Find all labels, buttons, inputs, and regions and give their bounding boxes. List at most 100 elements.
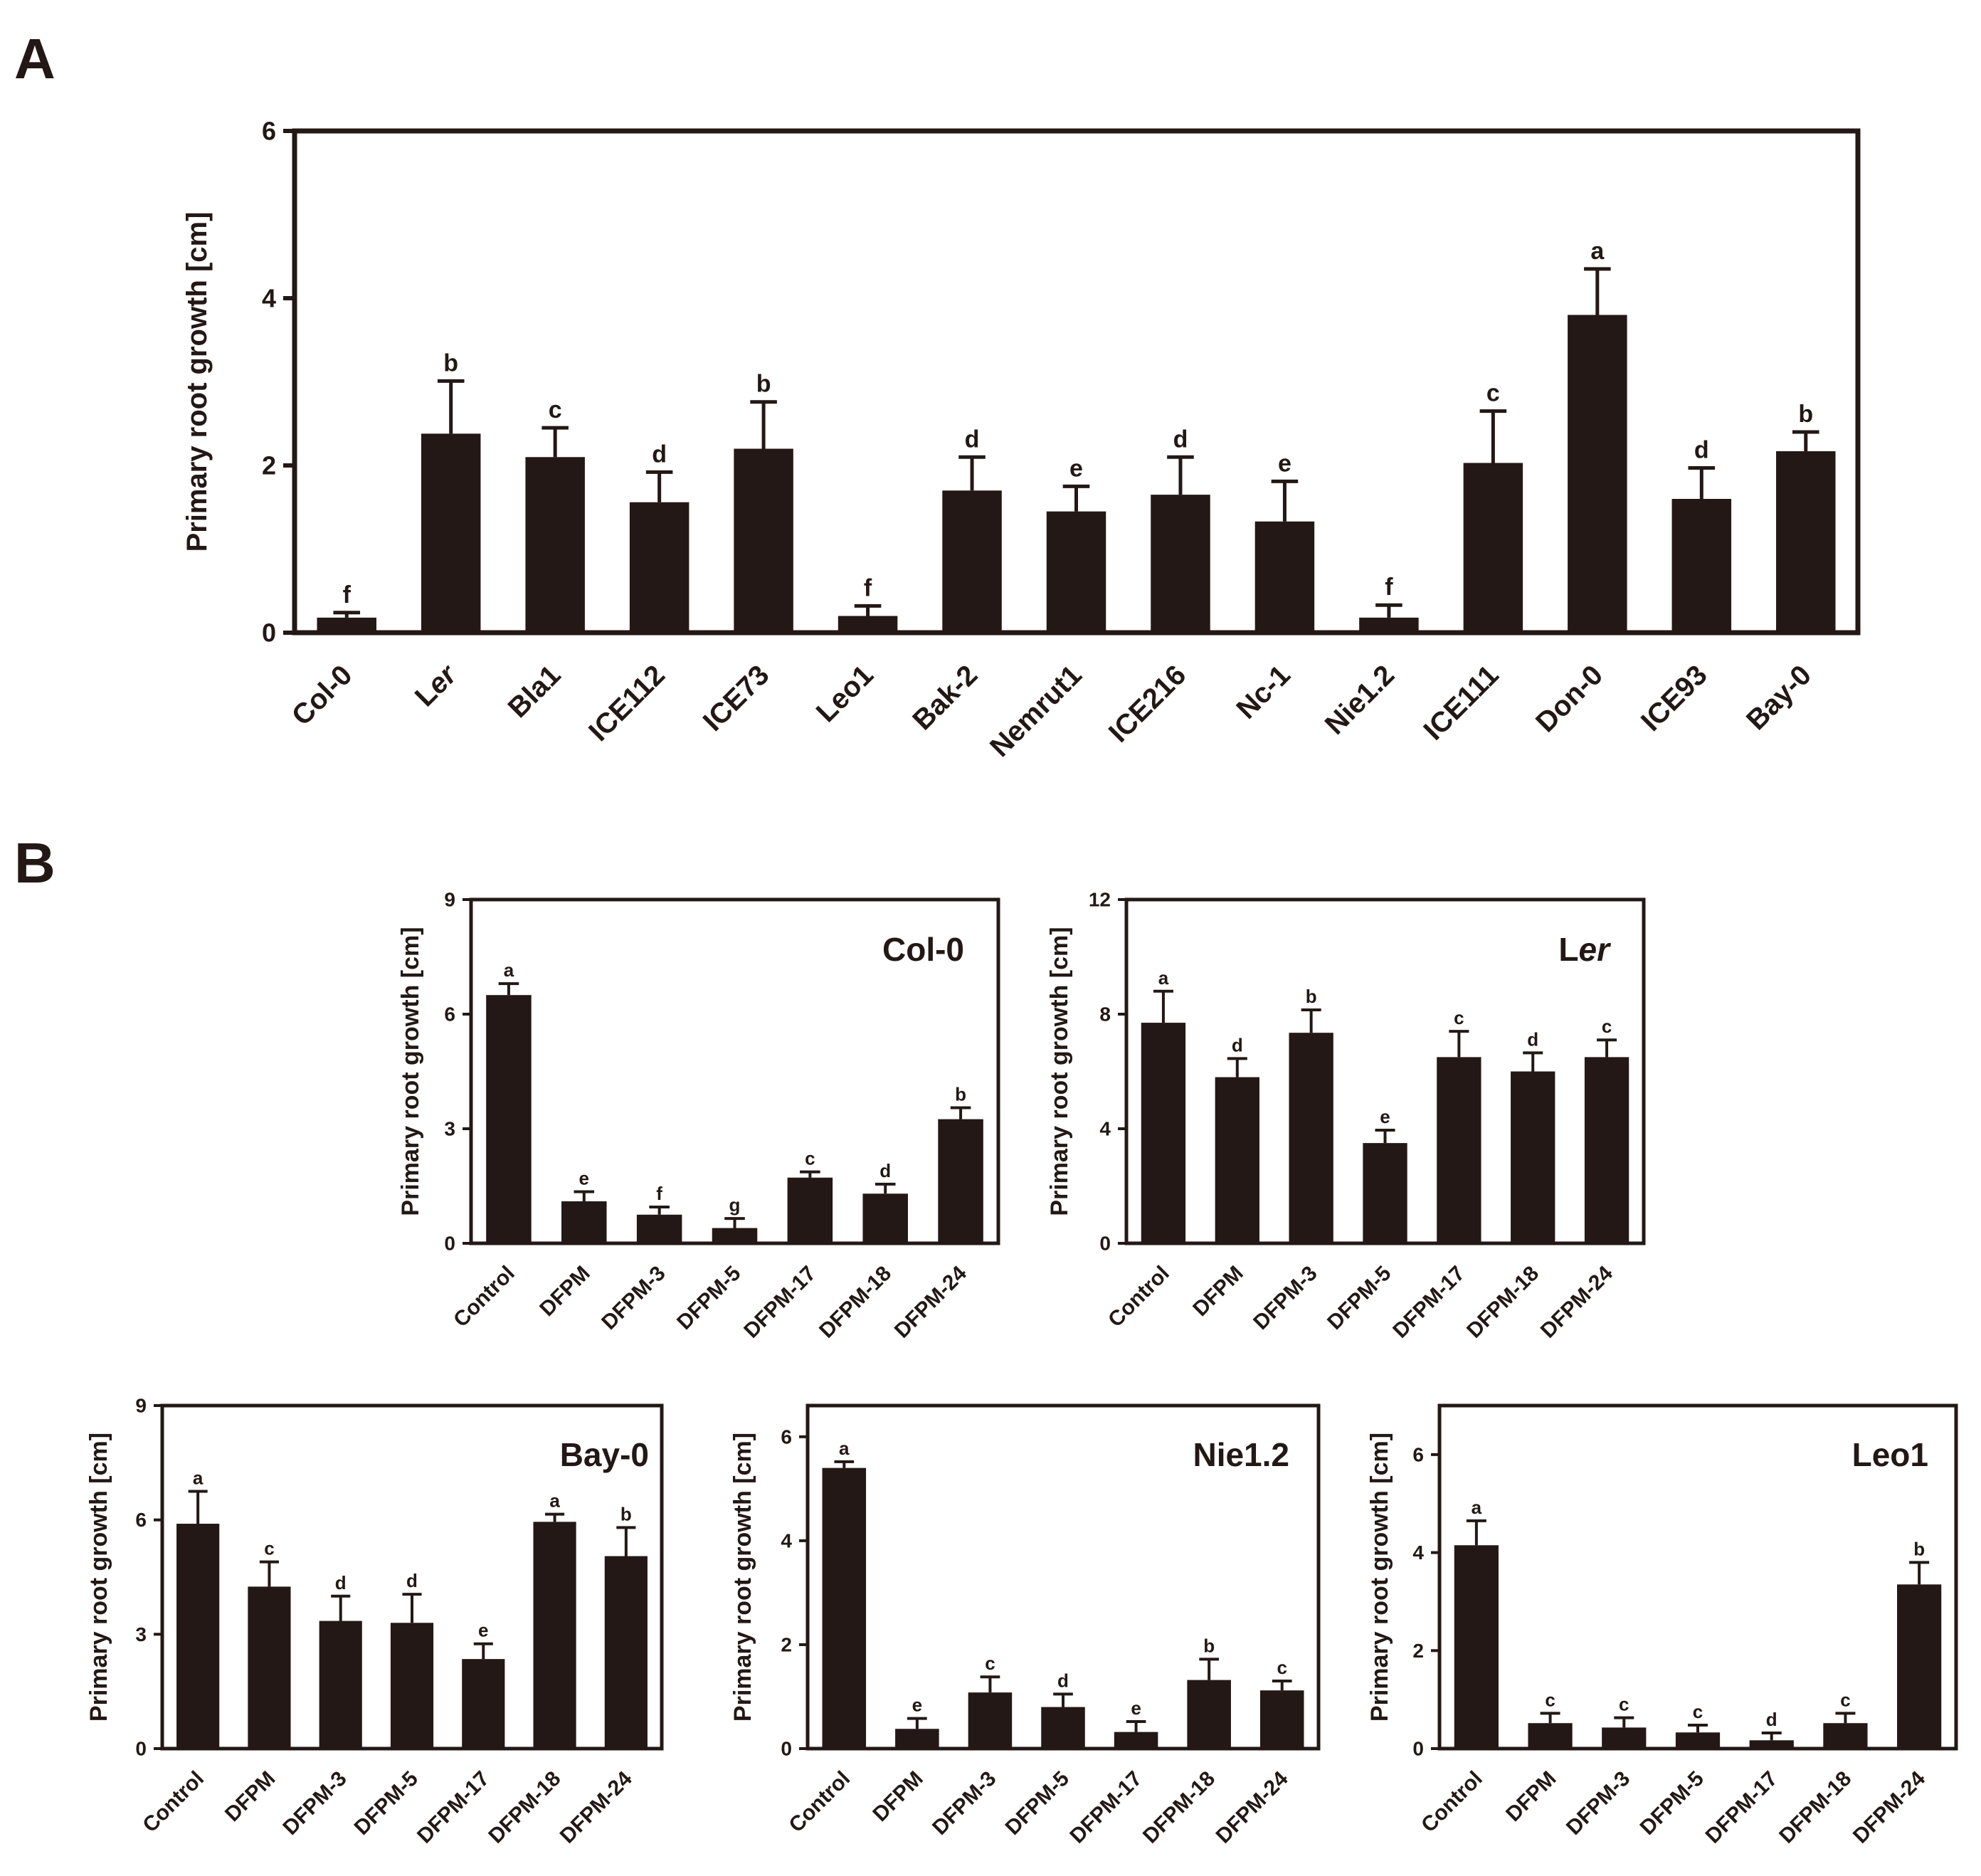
bar-DFPM-3 <box>636 1214 682 1243</box>
significance-letter: b <box>620 1503 632 1524</box>
y-tick-label: 9 <box>444 889 455 911</box>
category-label: DFPM-18 <box>1139 1767 1220 1848</box>
bar-Control <box>822 1467 867 1749</box>
bar-DFPM-17 <box>787 1177 833 1243</box>
bar-DFPM-5 <box>1363 1143 1407 1243</box>
significance-letter: b <box>1913 1538 1925 1559</box>
significance-letter: c <box>1602 1016 1612 1037</box>
bar-ICE111 <box>1463 463 1523 633</box>
bar-DFPM-5 <box>390 1623 434 1749</box>
category-label: DFPM-3 <box>928 1767 1000 1840</box>
significance-letter: d <box>335 1572 347 1593</box>
category-label: DFPM-17 <box>1701 1767 1782 1848</box>
bar-ICE93 <box>1671 499 1732 633</box>
plot-frame <box>1124 897 1646 1245</box>
bar-DFPM-24 <box>604 1556 648 1749</box>
y-tick-label: 9 <box>135 1395 147 1417</box>
significance-letter: e <box>579 1168 589 1189</box>
bar-DFPM-18 <box>862 1193 908 1243</box>
y-tick-label: 0 <box>444 1233 455 1255</box>
bar-DFPM-18 <box>533 1522 576 1749</box>
significance-letter: d <box>1173 426 1188 453</box>
y-tick-label: 2 <box>781 1633 792 1655</box>
category-label: DFPM-18 <box>484 1767 565 1848</box>
significance-letter: c <box>1840 1689 1850 1710</box>
category-label: Control <box>449 1262 519 1332</box>
category-label: DFPM-18 <box>1462 1262 1543 1343</box>
significance-letter: a <box>1158 967 1169 989</box>
bar-Control <box>486 995 532 1243</box>
bar-Leo1 <box>838 616 898 633</box>
category-label: DFPM-24 <box>890 1261 971 1342</box>
category-label: Nie1.2 <box>1319 659 1400 740</box>
bar-DFPM-5 <box>712 1228 758 1243</box>
category-label: DFPM-5 <box>1636 1767 1708 1840</box>
significance-letter: c <box>1486 380 1500 407</box>
category-label: DFPM <box>535 1262 594 1321</box>
category-label: DFPM-3 <box>1249 1262 1321 1334</box>
category-label: ICE93 <box>1635 659 1713 737</box>
category-label: DFPM-18 <box>1775 1767 1856 1848</box>
y-axis-title: Primary root growth [cm] <box>181 212 213 552</box>
significance-letter: a <box>193 1467 204 1489</box>
y-axis-title: Primary root growth [cm] <box>397 927 424 1216</box>
significance-letter: g <box>729 1194 741 1216</box>
chart-B2: a Control d DFPM b DFPM-3 e DFPM-5 c DFPM-17 d DFPM… <box>1046 889 1646 1343</box>
category-label: DFPM-17 <box>739 1262 820 1343</box>
bar-DFPM-17 <box>462 1659 505 1749</box>
category-label: DFPM-5 <box>350 1767 423 1840</box>
significance-letter: b <box>1306 986 1317 1007</box>
bar-Bay-0 <box>1776 451 1836 633</box>
category-label: Control <box>1104 1262 1174 1332</box>
category-label: DFPM <box>221 1767 280 1826</box>
significance-letter: d <box>1527 1028 1538 1050</box>
category-label: Bak-2 <box>907 659 983 736</box>
significance-letter: e <box>1380 1106 1390 1127</box>
category-label: Nemrut1 <box>984 659 1088 763</box>
bar-DFPM-24 <box>938 1119 983 1243</box>
y-axis-title: Primary root growth [cm] <box>85 1433 112 1722</box>
significance-letter: f <box>864 574 872 601</box>
category-label: DFPM-24 <box>1536 1261 1617 1342</box>
chart-B3: a Control c DFPM d DFPM-3 d DFPM-5 e DFPM-17 a DFPM… <box>85 1395 664 1848</box>
category-label: DFPM-5 <box>672 1262 745 1334</box>
y-tick-label: 2 <box>1412 1640 1424 1662</box>
y-axis-title: Primary root growth [cm] <box>729 1433 756 1722</box>
significance-letter: a <box>504 959 514 981</box>
significance-letter: c <box>264 1538 274 1559</box>
significance-letter: d <box>406 1570 418 1591</box>
category-label: Control <box>784 1767 855 1838</box>
significance-letter: e <box>1069 455 1083 482</box>
significance-letter: e <box>912 1695 922 1716</box>
significance-letter: c <box>985 1653 995 1674</box>
bar-DFPM-17 <box>1114 1732 1158 1749</box>
bar-Don-0 <box>1568 315 1627 633</box>
significance-letter: d <box>1057 1670 1069 1691</box>
bar-Nie1.2 <box>1359 617 1419 633</box>
category-label: Ler <box>409 658 464 713</box>
bar-DFPM-18 <box>1823 1723 1868 1749</box>
chart-title: Col-0 <box>882 931 964 968</box>
bar-DFPM <box>1215 1077 1259 1243</box>
y-tick-label: 0 <box>262 618 276 648</box>
chart-B5: a Control c DFPM c DFPM-3 c DFPM-5 d DFPM-17 c DFPM… <box>1366 1403 1958 1848</box>
y-tick-label: 8 <box>1099 1003 1111 1026</box>
chart-B4: a Control e DFPM c DFPM-3 d DFPM-5 e DFPM-17 b DFPM… <box>729 1403 1321 1848</box>
y-tick-label: 0 <box>135 1738 147 1760</box>
significance-letter: b <box>443 349 458 376</box>
category-label: ICE73 <box>697 659 776 737</box>
bar-DFPM-24 <box>1259 1690 1304 1749</box>
significance-letter: f <box>656 1183 662 1204</box>
significance-letter: e <box>478 1620 488 1641</box>
significance-letter: c <box>1277 1657 1287 1678</box>
plot-frame <box>160 1403 664 1751</box>
significance-letter: d <box>652 441 667 468</box>
category-label: Bay-0 <box>1740 659 1817 736</box>
bar-DFPM-24 <box>1584 1057 1629 1243</box>
bar-DFPM-3 <box>968 1692 1013 1749</box>
bar-Control <box>1141 1023 1186 1243</box>
category-label: DFPM-3 <box>278 1767 351 1840</box>
category-label: Bla1 <box>502 659 567 724</box>
y-tick-label: 0 <box>1099 1233 1111 1255</box>
significance-letter: c <box>1693 1701 1703 1722</box>
